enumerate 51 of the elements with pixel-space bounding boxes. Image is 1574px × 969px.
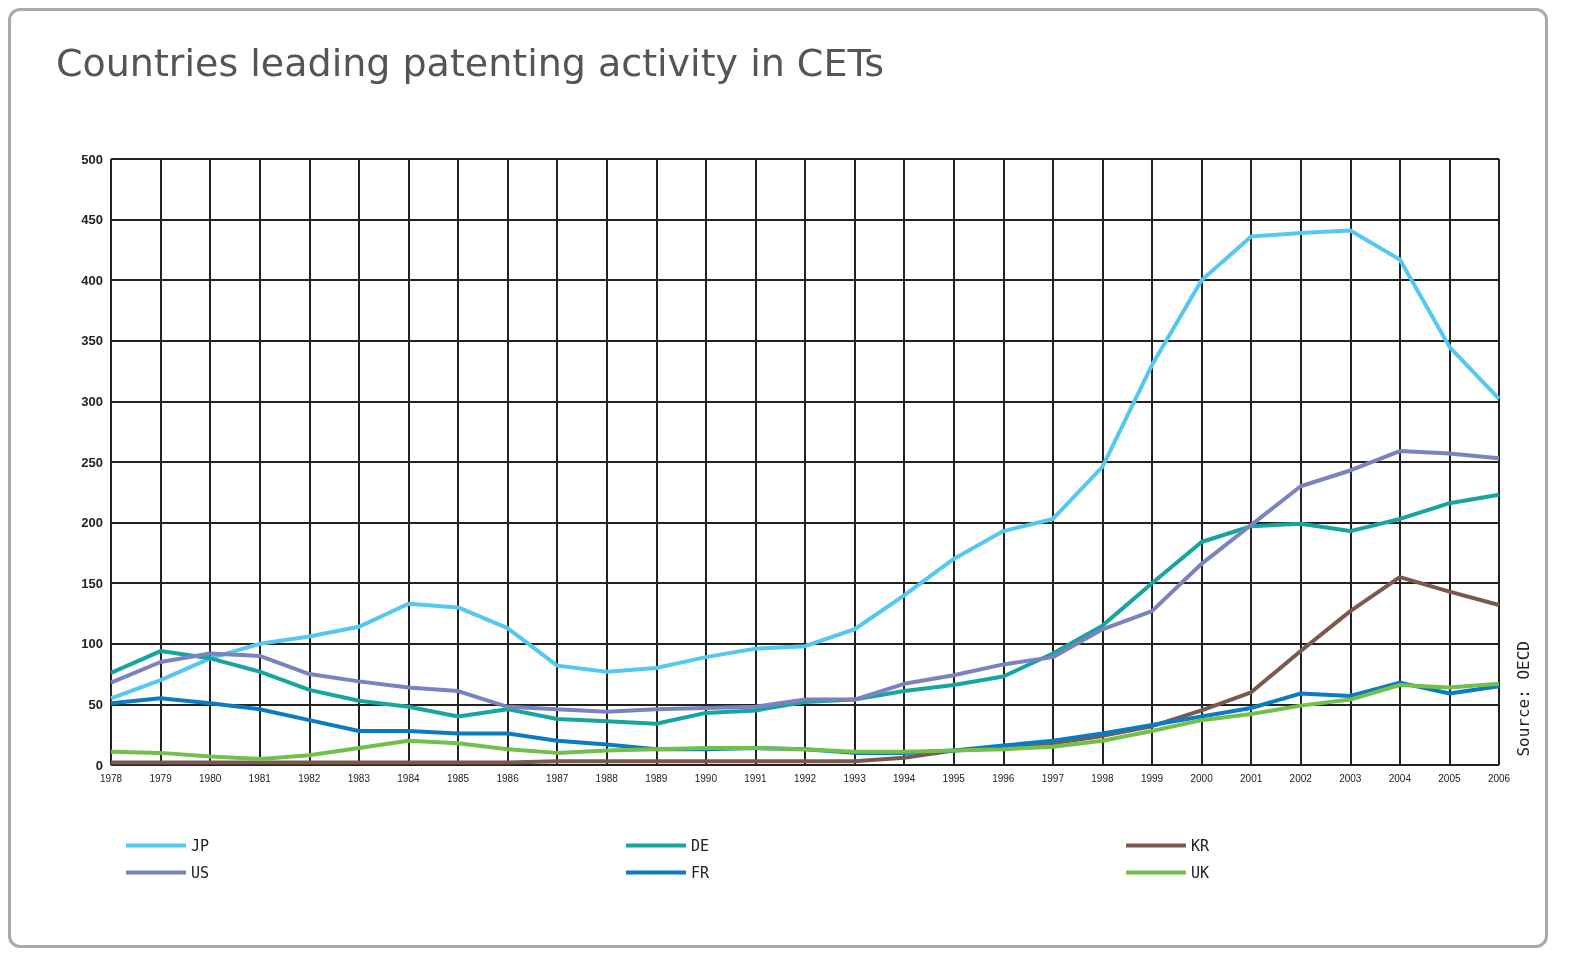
x-tick-label: 1979 (149, 772, 173, 784)
x-tick-label: 2003 (1339, 772, 1362, 784)
x-tick-label: 1986 (496, 772, 520, 784)
x-tick-label: 1997 (1041, 772, 1065, 784)
x-tick-label: 1991 (744, 772, 767, 784)
y-tick-label: 150 (81, 575, 103, 591)
x-tick-label: 1989 (645, 772, 668, 784)
x-tick-label: 1996 (992, 772, 1015, 784)
line-series (109, 449, 1501, 714)
y-tick-label: 200 (81, 515, 103, 531)
x-tick-label: 1987 (546, 772, 569, 784)
y-tick-label: 250 (81, 454, 103, 470)
x-tick-label: 1981 (248, 772, 272, 784)
legend-label: US (191, 863, 210, 882)
x-tick-label: 1998 (1091, 772, 1114, 784)
y-tick-label: 0 (95, 757, 103, 773)
legend-label: UK (1191, 863, 1210, 882)
x-tick-label: 1982 (298, 772, 321, 784)
legend-label: DE (691, 836, 710, 855)
chart-title: Countries leading patenting activity in CETs (56, 41, 885, 85)
legend-label: JP (191, 836, 210, 855)
x-tick-label: 2002 (1289, 772, 1313, 784)
y-tick-label: 300 (81, 393, 103, 409)
y-tick-label: 450 (81, 212, 103, 228)
line-series (109, 492, 1501, 726)
line-series (109, 228, 1501, 701)
x-tick-label: 1990 (694, 772, 718, 784)
x-tick-label: 1984 (397, 772, 420, 784)
x-tick-label: 2005 (1438, 772, 1461, 784)
x-tick-label: 2004 (1388, 772, 1412, 784)
legend-label: KR (1191, 836, 1211, 855)
x-tick-label: 1983 (347, 772, 371, 784)
x-tick-label: 1980 (199, 772, 222, 784)
x-tick-label: 1999 (1140, 772, 1164, 784)
y-tick-label: 350 (81, 333, 103, 349)
x-tick-label: 1988 (595, 772, 619, 784)
x-tick-label: 1992 (793, 772, 817, 784)
x-tick-label: 1993 (843, 772, 867, 784)
source-note: Source: OECD (1513, 641, 1533, 757)
x-tick-label: 2006 (1487, 772, 1511, 784)
x-tick-label: 2000 (1190, 772, 1214, 784)
x-tick-label: 1994 (893, 772, 916, 784)
x-tick-label: 1978 (99, 772, 123, 784)
x-tick-label: 1995 (942, 772, 966, 784)
y-tick-label: 400 (81, 272, 103, 288)
y-tick-label: 100 (81, 636, 103, 652)
x-tick-label: 2001 (1240, 772, 1263, 784)
x-tick-label: 1985 (446, 772, 470, 784)
y-tick-label: 500 (81, 151, 103, 167)
y-tick-label: 50 (88, 696, 103, 712)
legend-label: FR (691, 863, 711, 882)
